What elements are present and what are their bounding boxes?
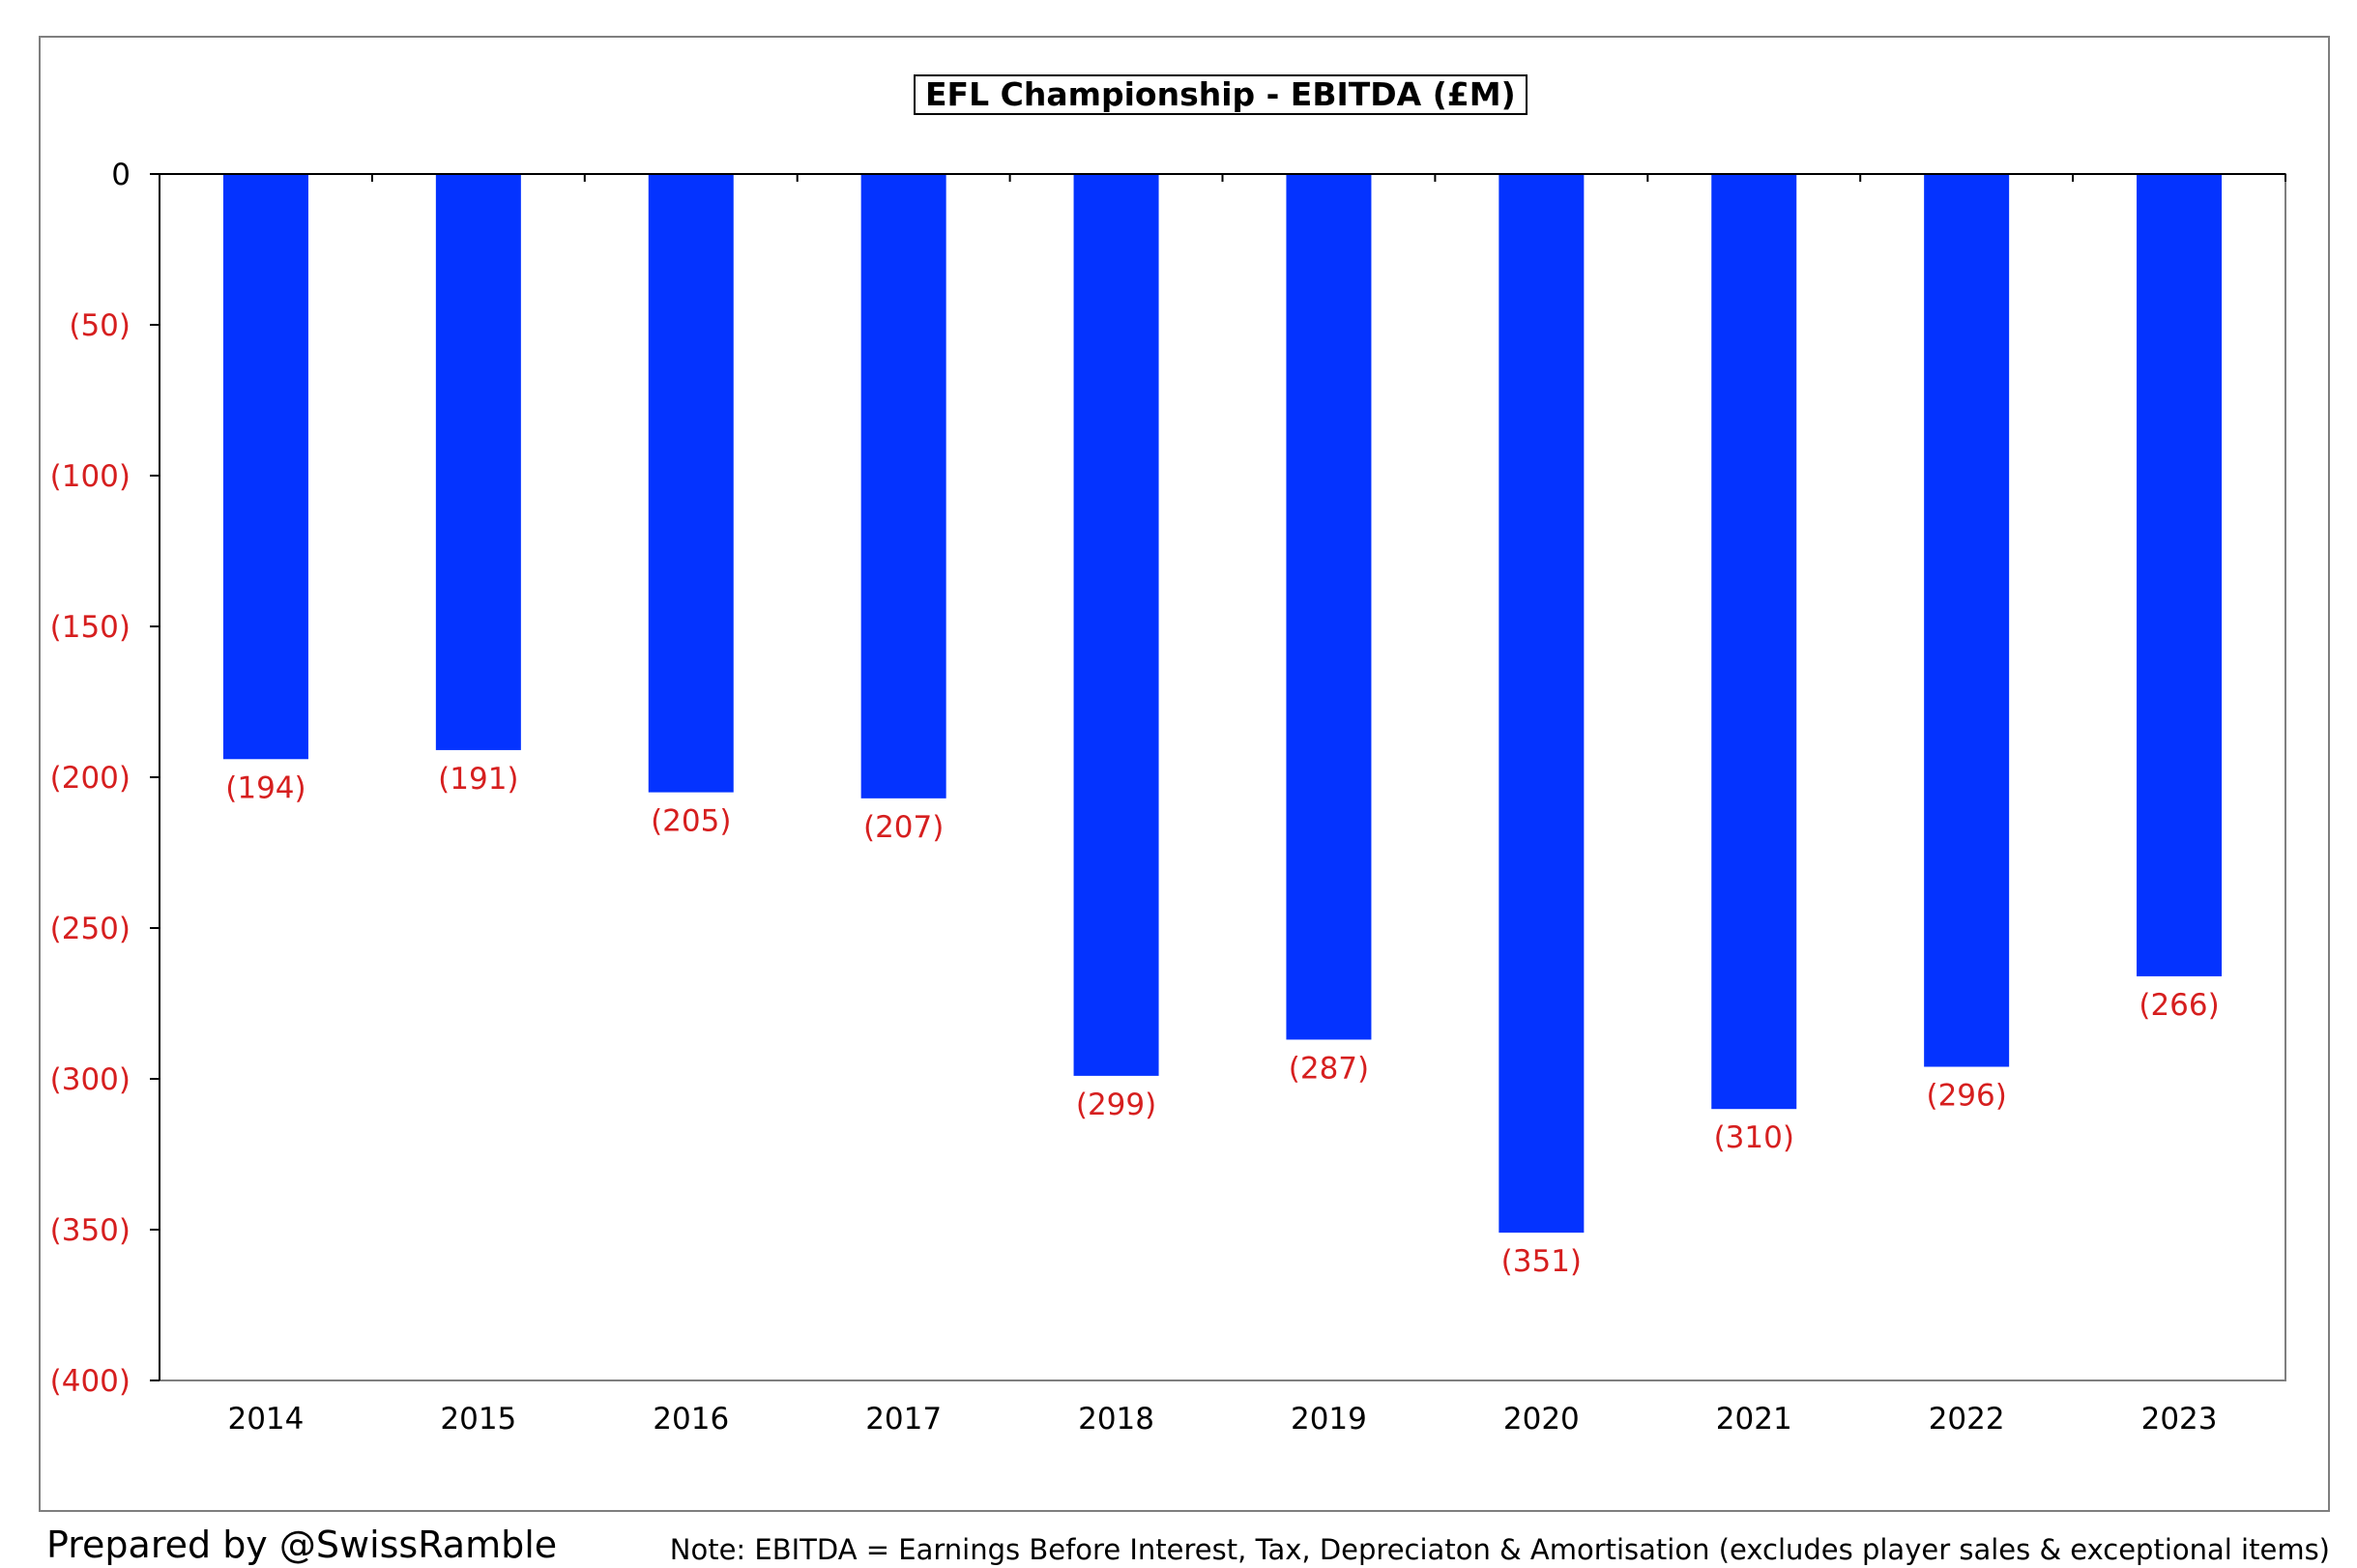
x-tick-label: 2016 (653, 1402, 729, 1437)
y-tick-label: (50) (69, 308, 131, 343)
data-label: (296) (1926, 1079, 2006, 1114)
data-label: (194) (225, 770, 306, 805)
y-tick-label: (400) (50, 1364, 131, 1399)
bar-2018 (1073, 174, 1159, 1076)
data-label: (266) (2139, 988, 2219, 1023)
x-tick-label: 2015 (440, 1402, 516, 1437)
chart-title: EFL Championship - EBITDA (£M) (914, 74, 1528, 115)
footer-note: Note: EBITDA = Earnings Before Interest,… (669, 1533, 2330, 1566)
y-tick-label: (200) (50, 761, 131, 796)
y-tick-label: (300) (50, 1062, 131, 1097)
bar-2019 (1286, 174, 1372, 1040)
x-tick-label: 2020 (1503, 1402, 1580, 1437)
x-tick-label: 2014 (227, 1402, 304, 1437)
footer-credit: Prepared by @SwissRamble (46, 1524, 558, 1566)
data-label: (351) (1501, 1244, 1582, 1279)
bar-2023 (2137, 174, 2223, 976)
bar-2021 (1711, 174, 1797, 1110)
y-tick-label: (350) (50, 1213, 131, 1248)
data-label: (299) (1076, 1088, 1156, 1122)
x-tick-label: 2021 (1716, 1402, 1792, 1437)
x-tick-label: 2019 (1291, 1402, 1367, 1437)
x-tick-label: 2022 (1929, 1402, 2005, 1437)
data-label: (207) (863, 810, 944, 845)
y-tick-label: (150) (50, 610, 131, 645)
bar-2014 (222, 174, 308, 760)
data-label: (310) (1714, 1120, 1794, 1155)
data-label: (205) (651, 804, 731, 839)
bar-2016 (648, 174, 734, 793)
y-tick-label: 0 (111, 158, 131, 192)
bar-2022 (1924, 174, 2010, 1067)
data-label: (287) (1289, 1051, 1369, 1086)
y-tick-label: (100) (50, 459, 131, 494)
x-tick-label: 2023 (2141, 1402, 2218, 1437)
y-tick-label: (250) (50, 912, 131, 946)
data-label: (191) (438, 762, 518, 797)
bar-2015 (435, 174, 521, 750)
x-tick-label: 2018 (1078, 1402, 1154, 1437)
bar-2020 (1499, 174, 1585, 1234)
bar-2017 (860, 174, 946, 799)
x-tick-label: 2017 (865, 1402, 942, 1437)
